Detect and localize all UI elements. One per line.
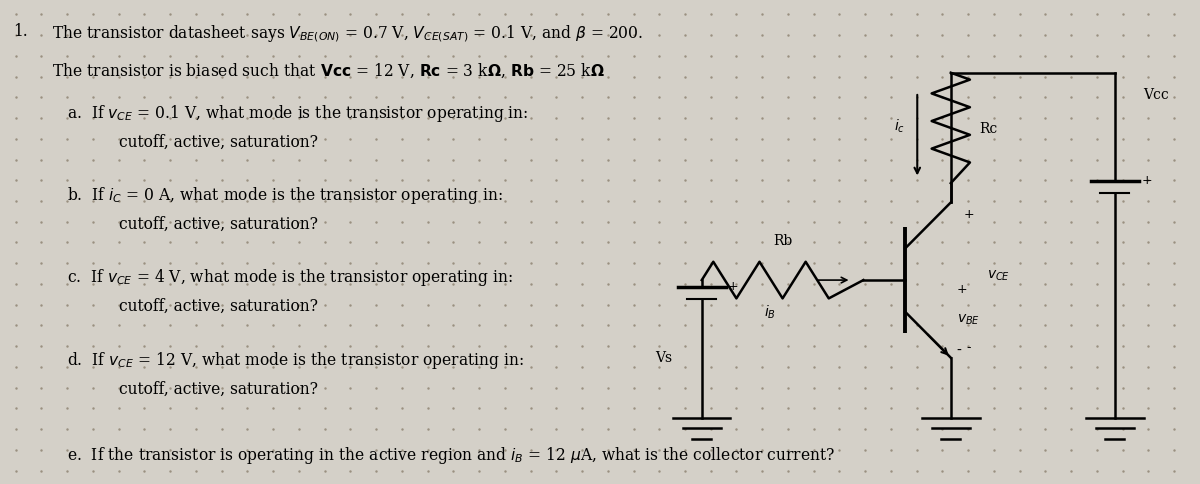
Text: d.  If $v_{CE}$ = 12 V, what mode is the transistor operating in:: d. If $v_{CE}$ = 12 V, what mode is the …: [67, 349, 524, 370]
Text: cutoff, active, saturation?: cutoff, active, saturation?: [119, 134, 318, 151]
Text: +: +: [956, 282, 967, 295]
Text: 1.: 1.: [13, 23, 28, 40]
Text: The transistor is biased such that $\mathbf{Vcc}$ = 12 V, $\mathbf{Rc}$ = 3 k$\m: The transistor is biased such that $\mat…: [52, 61, 605, 80]
Text: Rc: Rc: [979, 121, 997, 136]
Text: +: +: [964, 208, 974, 221]
Text: -: -: [956, 344, 961, 358]
Text: e.  If the transistor is operating in the active region and $i_B$ = 12 $\mu$A, w: e. If the transistor is operating in the…: [67, 444, 835, 465]
Text: $i_B$: $i_B$: [763, 303, 775, 320]
Text: -: -: [966, 340, 971, 353]
Text: b.  If $i_C$ = 0 A, what mode is the transistor operating in:: b. If $i_C$ = 0 A, what mode is the tran…: [67, 184, 503, 205]
Text: $v_{CE}$: $v_{CE}$: [986, 269, 1010, 283]
Text: Vcc: Vcc: [1144, 88, 1169, 102]
Text: $i_c$: $i_c$: [894, 118, 905, 135]
Text: +: +: [728, 279, 739, 292]
Text: a.  If $v_{CE}$ = 0.1 V, what mode is the transistor operating in:: a. If $v_{CE}$ = 0.1 V, what mode is the…: [67, 103, 529, 123]
Text: cutoff, active, saturation?: cutoff, active, saturation?: [119, 215, 318, 232]
Text: cutoff, active, saturation?: cutoff, active, saturation?: [119, 297, 318, 314]
Text: cutoff, active, saturation?: cutoff, active, saturation?: [119, 380, 318, 397]
Text: Vs: Vs: [655, 350, 672, 364]
Text: Rb: Rb: [773, 234, 792, 248]
Text: $v_{BE}$: $v_{BE}$: [956, 312, 979, 326]
Text: c.  If $v_{CE}$ = 4 V, what mode is the transistor operating in:: c. If $v_{CE}$ = 4 V, what mode is the t…: [67, 266, 514, 287]
Text: The transistor datasheet says $V_{BE(ON)}$ = 0.7 V, $V_{CE(SAT)}$ = 0.1 V, and $: The transistor datasheet says $V_{BE(ON)…: [52, 23, 643, 44]
Text: +: +: [1141, 173, 1152, 186]
